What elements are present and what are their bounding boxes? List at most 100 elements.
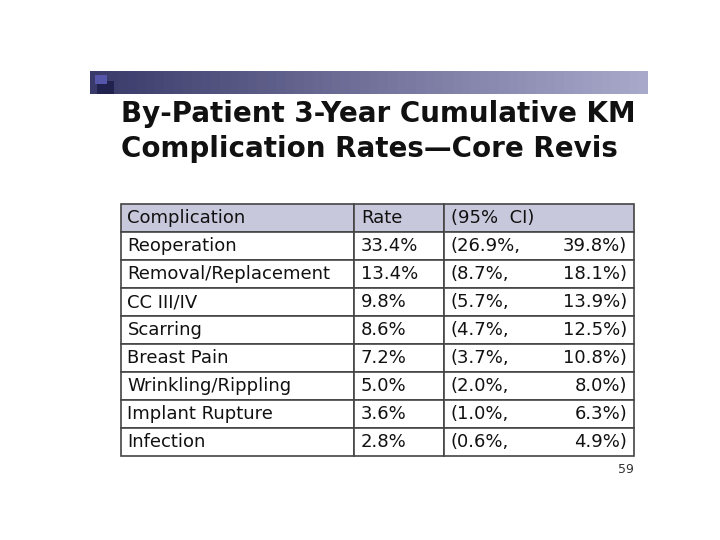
Bar xyxy=(611,71,621,94)
Text: 33.4%: 33.4% xyxy=(361,237,418,255)
Text: (1.0%,: (1.0%, xyxy=(451,406,509,423)
Bar xyxy=(121,428,354,456)
Bar xyxy=(109,71,119,94)
Bar xyxy=(155,71,165,94)
Bar xyxy=(354,345,444,373)
Text: (26.9%,: (26.9%, xyxy=(451,237,521,255)
Text: 18.1%): 18.1%) xyxy=(563,265,627,283)
Bar xyxy=(546,71,556,94)
Bar xyxy=(127,71,137,94)
Text: (5.7%,: (5.7%, xyxy=(451,293,510,311)
Bar xyxy=(266,71,276,94)
Bar xyxy=(202,71,212,94)
Bar xyxy=(369,71,379,94)
Bar xyxy=(304,71,314,94)
Bar xyxy=(415,71,426,94)
Text: (8.7%,: (8.7%, xyxy=(451,265,509,283)
Bar xyxy=(354,373,444,400)
Text: Scarring: Scarring xyxy=(127,321,202,339)
Bar xyxy=(620,71,630,94)
Bar xyxy=(444,345,634,373)
Text: (3.7%,: (3.7%, xyxy=(451,349,510,367)
Bar xyxy=(444,260,634,288)
FancyBboxPatch shape xyxy=(97,82,114,94)
Text: 10.8%): 10.8%) xyxy=(564,349,627,367)
Bar xyxy=(258,71,267,94)
Bar xyxy=(555,71,565,94)
FancyBboxPatch shape xyxy=(95,75,107,84)
Bar xyxy=(354,316,444,345)
Bar xyxy=(248,71,258,94)
Text: 13.9%): 13.9%) xyxy=(563,293,627,311)
Text: 8.6%: 8.6% xyxy=(361,321,407,339)
Text: Removal/Replacement: Removal/Replacement xyxy=(127,265,330,283)
Bar xyxy=(536,71,546,94)
Bar xyxy=(425,71,435,94)
Bar xyxy=(323,71,333,94)
Bar xyxy=(118,71,127,94)
Bar xyxy=(354,400,444,428)
Text: Breast Pain: Breast Pain xyxy=(127,349,229,367)
Bar xyxy=(629,71,639,94)
Text: (95%  CI): (95% CI) xyxy=(451,209,534,227)
Bar xyxy=(351,71,360,94)
Bar xyxy=(121,204,354,232)
Bar xyxy=(137,71,146,94)
Bar xyxy=(444,373,634,400)
Bar xyxy=(121,288,354,316)
Bar xyxy=(145,71,156,94)
Text: 39.8%): 39.8%) xyxy=(563,237,627,255)
Text: 59: 59 xyxy=(618,463,634,476)
Bar xyxy=(583,71,593,94)
Text: Reoperation: Reoperation xyxy=(127,237,237,255)
Bar xyxy=(360,71,369,94)
Bar xyxy=(481,71,490,94)
Bar xyxy=(518,71,528,94)
Bar xyxy=(354,288,444,316)
Bar xyxy=(444,400,634,428)
Bar xyxy=(462,71,472,94)
Bar xyxy=(354,260,444,288)
Bar xyxy=(192,71,202,94)
Bar xyxy=(121,345,354,373)
Bar xyxy=(472,71,481,94)
Bar xyxy=(354,428,444,456)
Text: 6.3%): 6.3%) xyxy=(575,406,627,423)
Bar xyxy=(239,71,248,94)
Bar xyxy=(313,71,323,94)
Bar xyxy=(434,71,444,94)
Bar xyxy=(564,71,574,94)
Bar xyxy=(574,71,583,94)
Text: Infection: Infection xyxy=(127,434,206,451)
Bar xyxy=(90,71,100,94)
Bar xyxy=(332,71,342,94)
Bar xyxy=(527,71,537,94)
Bar xyxy=(121,316,354,345)
Text: 3.6%: 3.6% xyxy=(361,406,407,423)
Bar xyxy=(444,232,634,260)
Text: By-Patient 3-Year Cumulative KM
Complication Rates—Core Revis: By-Patient 3-Year Cumulative KM Complica… xyxy=(121,100,635,163)
Text: 4.9%): 4.9%) xyxy=(575,434,627,451)
Text: 9.8%: 9.8% xyxy=(361,293,407,311)
Text: (4.7%,: (4.7%, xyxy=(451,321,510,339)
Text: Complication: Complication xyxy=(127,209,246,227)
Bar xyxy=(387,71,397,94)
Bar xyxy=(378,71,388,94)
Bar xyxy=(444,316,634,345)
Text: 7.2%: 7.2% xyxy=(361,349,407,367)
Text: Wrinkling/Rippling: Wrinkling/Rippling xyxy=(127,377,292,395)
Bar xyxy=(121,400,354,428)
Text: 5.0%: 5.0% xyxy=(361,377,407,395)
Bar xyxy=(444,428,634,456)
Bar xyxy=(285,71,295,94)
Bar xyxy=(593,71,602,94)
Text: (0.6%,: (0.6%, xyxy=(451,434,509,451)
Bar xyxy=(99,71,109,94)
Bar xyxy=(121,232,354,260)
Bar xyxy=(121,260,354,288)
Text: Implant Rupture: Implant Rupture xyxy=(127,406,274,423)
Bar xyxy=(211,71,221,94)
Text: 2.8%: 2.8% xyxy=(361,434,407,451)
Bar xyxy=(294,71,305,94)
Bar xyxy=(183,71,193,94)
